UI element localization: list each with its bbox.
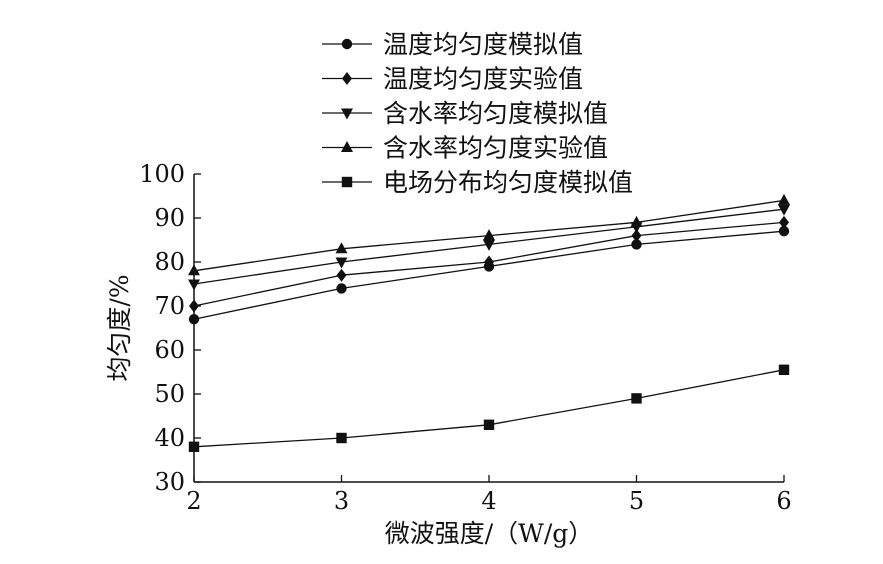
data-point bbox=[778, 226, 790, 237]
data-point bbox=[336, 432, 347, 444]
x-axis-title: 微波强度/（W/g） bbox=[385, 519, 594, 548]
legend-marker bbox=[341, 176, 353, 188]
data-point bbox=[335, 242, 348, 254]
series-3 bbox=[188, 204, 790, 291]
series-line bbox=[193, 369, 785, 448]
y-tick-label: 70 bbox=[154, 292, 185, 320]
data-point bbox=[631, 393, 642, 404]
axes: 2 3 4 5 6 30 40 50 60 70 80 90 100 bbox=[139, 160, 791, 515]
y-tick-label: 30 bbox=[154, 468, 185, 496]
legend-label: 含水率均匀度模拟值 bbox=[383, 99, 608, 128]
data-point bbox=[483, 419, 495, 430]
x-tick-label: 3 bbox=[334, 487, 349, 515]
legend-item: 含水率均匀度模拟值 bbox=[322, 99, 608, 128]
legend-label: 温度均匀度实验值 bbox=[383, 65, 583, 94]
data-point bbox=[630, 215, 643, 227]
data-point bbox=[188, 441, 200, 452]
legend-marker bbox=[341, 108, 353, 120]
data-point bbox=[778, 204, 790, 216]
legend-item: 电场分布均匀度模拟值 bbox=[322, 168, 633, 197]
data-point bbox=[779, 215, 789, 229]
legend-marker bbox=[341, 141, 353, 152]
data-point bbox=[189, 299, 199, 313]
x-tick-label: 5 bbox=[629, 487, 644, 515]
legend-label: 电场分布均匀度模拟值 bbox=[383, 168, 633, 197]
y-tick-label: 100 bbox=[139, 160, 185, 188]
series-layer bbox=[188, 193, 790, 452]
x-tick-label: 6 bbox=[776, 487, 791, 515]
y-tick-label: 90 bbox=[154, 204, 185, 232]
series-4 bbox=[188, 193, 790, 276]
legend-item: 温度均匀度模拟值 bbox=[322, 30, 583, 59]
x-tick-label: 2 bbox=[186, 487, 201, 515]
data-point bbox=[188, 264, 200, 276]
data-point bbox=[483, 239, 495, 251]
legend-item: 含水率均匀度实验值 bbox=[322, 134, 608, 163]
data-point bbox=[336, 268, 347, 282]
series-5 bbox=[188, 364, 790, 452]
legend-marker bbox=[341, 38, 353, 50]
data-point bbox=[188, 279, 200, 291]
data-point bbox=[336, 283, 347, 294]
data-point bbox=[188, 314, 200, 325]
y-tick-label: 50 bbox=[154, 380, 185, 408]
legend-item: 温度均匀度实验值 bbox=[322, 65, 583, 94]
x-tick-label: 4 bbox=[481, 487, 496, 515]
legend-label: 温度均匀度模拟值 bbox=[383, 30, 583, 59]
data-point bbox=[778, 364, 790, 375]
legend: 温度均匀度模拟值温度均匀度实验值含水率均匀度模拟值含水率均匀度实验值电场分布均匀… bbox=[322, 30, 633, 197]
y-axis-title: 均匀度/% bbox=[105, 274, 134, 381]
data-point bbox=[631, 229, 642, 243]
data-point bbox=[484, 255, 494, 269]
legend-label: 含水率均匀度实验值 bbox=[383, 134, 608, 163]
y-tick-label: 40 bbox=[154, 424, 185, 452]
y-tick-label: 80 bbox=[154, 248, 185, 276]
data-point bbox=[631, 239, 642, 250]
legend-marker bbox=[342, 72, 352, 85]
data-point bbox=[483, 229, 495, 241]
data-point bbox=[335, 257, 348, 269]
data-point bbox=[778, 193, 790, 205]
y-tick-label: 60 bbox=[154, 336, 185, 364]
series-2 bbox=[189, 215, 789, 313]
